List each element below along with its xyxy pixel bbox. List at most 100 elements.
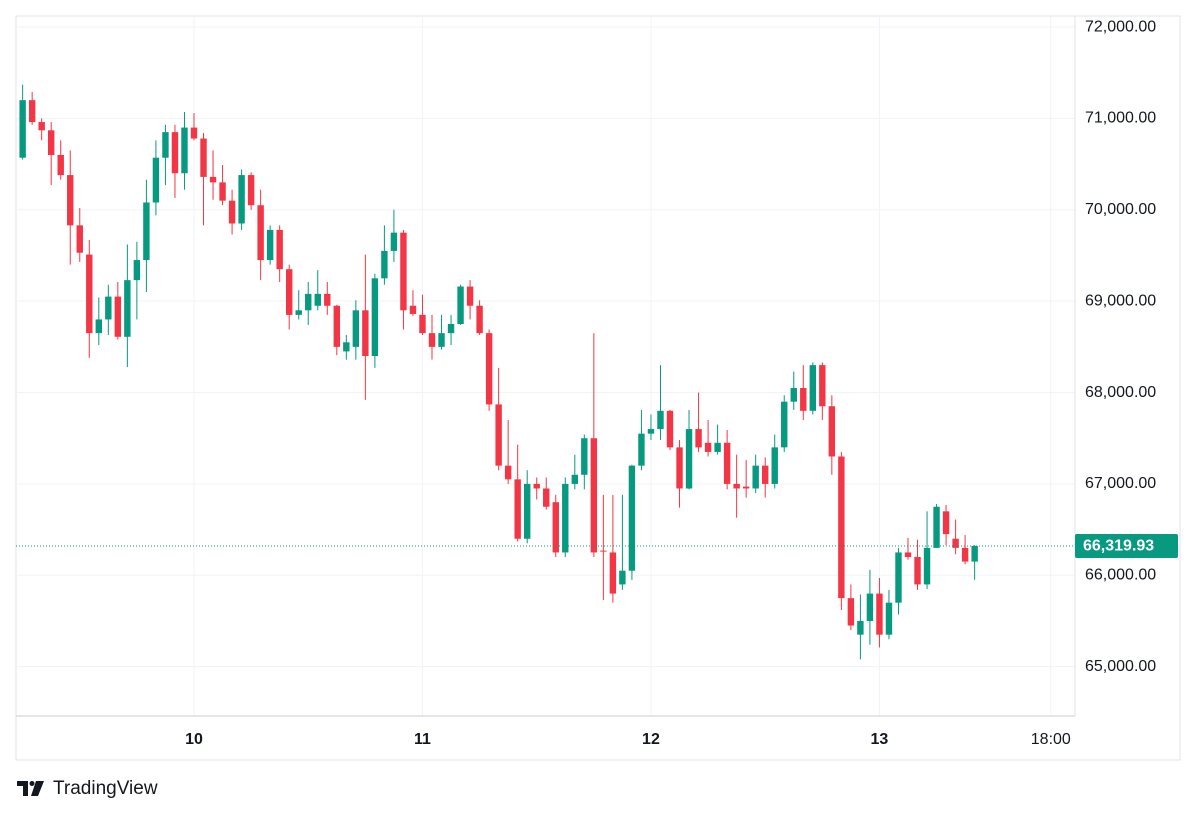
candle-body [38,122,45,131]
x-tick-label: 12 [642,731,660,748]
candle-body [790,387,797,402]
candle-body [76,225,83,253]
grid [16,17,1075,716]
candle-body [647,429,655,434]
candle-body [28,100,36,123]
candle-body [685,429,693,489]
candle-body [247,175,255,206]
candle-body [333,305,340,347]
candle-body [742,486,750,489]
x-tick-label: 18:00 [1031,731,1071,748]
candle-body [666,410,674,448]
x-tick-label: 10 [185,731,203,748]
candle-body [438,333,445,347]
candle-body [961,547,969,562]
candle-body [257,205,264,261]
candle-body [476,305,483,334]
candle-body [571,474,578,484]
candle-body [105,296,112,320]
candle-body [362,310,369,356]
candle-body [952,538,959,548]
candle-body [543,488,550,507]
y-tick-label: 68,000.00 [1085,384,1156,401]
candle-body [723,442,731,484]
candle-body [942,511,950,535]
candle-body [733,483,740,489]
candle-body [600,550,607,552]
candle-body [809,365,816,411]
candle-body [95,319,102,334]
candle-body [819,365,826,407]
candle-body [828,406,836,457]
candle-body [895,552,902,603]
candle-body [504,465,512,480]
candle-body [590,438,598,553]
candle-body [876,593,883,635]
candle-body [657,410,664,430]
price-label-box [1075,534,1178,559]
y-tick-label: 72,000.00 [1085,18,1156,35]
candle-body [485,333,493,405]
candle-body [266,229,274,261]
candle-body [228,200,236,224]
candle-body [838,456,845,599]
candle-body [86,254,93,334]
candle-body [352,310,360,347]
candle-body [562,483,569,553]
candle-body [971,546,978,562]
candles [16,84,1075,660]
logo [17,781,44,796]
candle-body [200,138,207,177]
candle-body [457,286,464,325]
candle-body [628,465,636,571]
y-tick-label: 66,000.00 [1085,567,1156,584]
candle-body [581,438,588,475]
candle-body [447,324,455,334]
candle-body [400,232,407,311]
candle-body [695,429,702,448]
logo-mark [29,781,35,786]
price-label: 66,319.93 [1083,537,1154,554]
candle-body [324,293,331,306]
candle-body [609,552,617,594]
candle-body [923,547,931,585]
candle-body [752,465,759,489]
candle-body [552,502,559,553]
candle-body [190,127,198,139]
candle-body [704,442,712,452]
candle-body [904,552,912,558]
candle-body [866,593,874,621]
candle-body [114,296,122,337]
candle-body [162,132,169,158]
y-tick-label: 67,000.00 [1085,475,1156,492]
candle-body [419,314,426,334]
logo-mark [31,781,44,796]
candle-body [57,154,64,176]
candle-body [133,260,141,281]
candle-body [171,132,179,174]
candle-body [209,176,217,183]
candle-body [343,342,350,352]
candle-body [933,506,940,548]
candle-body [638,433,645,466]
y-tick-label: 69,000.00 [1085,292,1156,309]
candle-body [286,269,293,315]
candle-body [371,278,379,356]
candle-body [124,280,131,337]
candle-body [857,620,864,635]
candle-body [276,229,283,270]
candle-body [514,479,521,539]
candle-body [152,157,160,203]
branding: TradingView [53,778,158,799]
chart-frame [15,15,1181,761]
candle-body [67,175,74,226]
candle-body [885,602,893,635]
candle-body [238,175,245,224]
candle-body [305,293,312,311]
candle-body [143,202,150,261]
candle-body [219,182,226,201]
candle-body [409,305,417,314]
candle-body [533,483,540,489]
